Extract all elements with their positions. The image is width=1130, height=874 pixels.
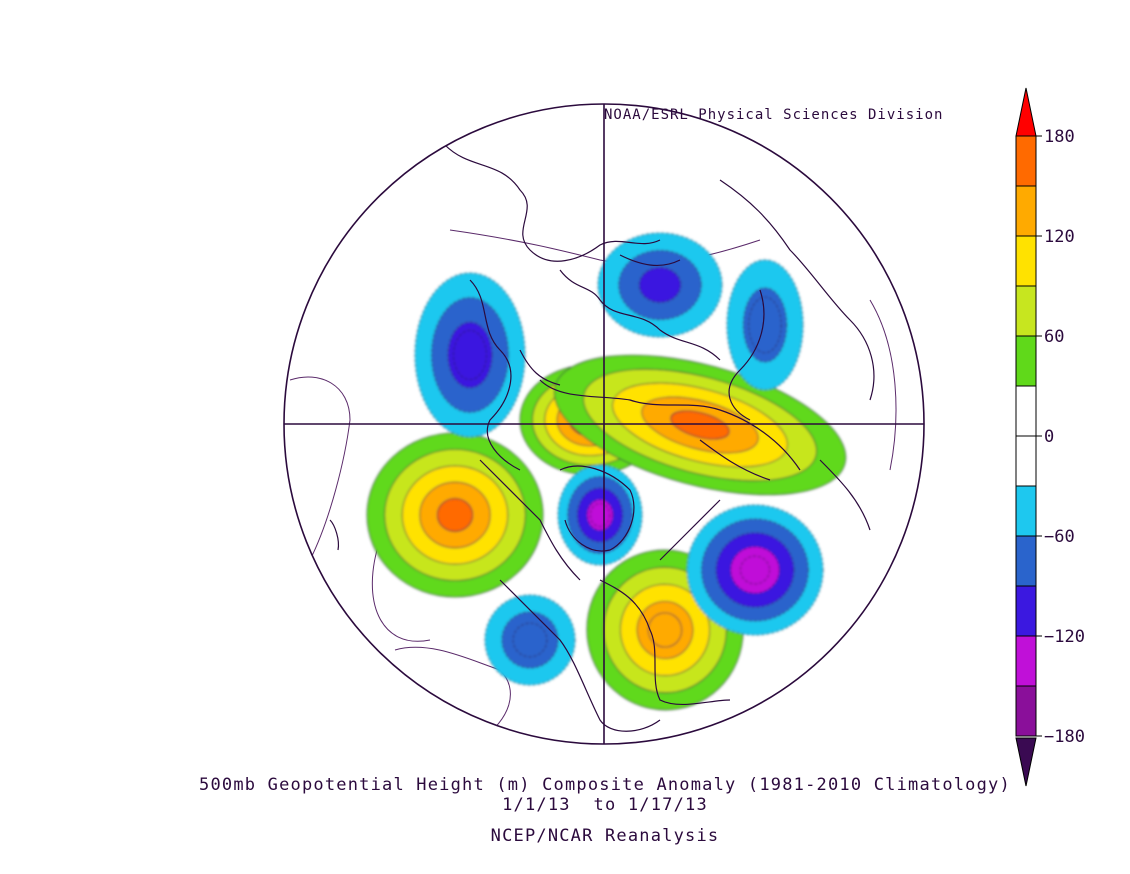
colorbar-bin — [1015, 285, 1037, 337]
anomaly-low-center — [557, 464, 643, 566]
colorbar-tick-label: −60 — [1044, 527, 1075, 547]
date-range: 1/1/13 to 1/17/13 — [502, 795, 708, 815]
anomaly-low-center — [484, 594, 576, 686]
anomaly-contour — [748, 296, 782, 354]
anomaly-low-center — [726, 259, 804, 391]
anomaly-contour — [670, 410, 730, 440]
colorbar-bin — [1015, 585, 1037, 637]
globe-boundary — [283, 103, 925, 745]
credit-label: NOAA/ESRL Physical Sciences Division — [604, 107, 944, 123]
anomaly-contour — [436, 498, 473, 532]
anomaly-low-center — [686, 504, 824, 636]
map-title: 500mb Geopotential Height (m) Composite … — [199, 775, 1011, 795]
dataset-label: NCEP/NCAR Reanalysis — [490, 826, 720, 846]
anomaly-contour — [453, 329, 487, 380]
colorbar-tick-label: −120 — [1044, 627, 1085, 647]
colorbar-bottom-arrow — [1015, 737, 1037, 787]
colorbar-bin — [1015, 635, 1037, 687]
anomaly-contour — [638, 267, 682, 303]
anomaly-field — [366, 232, 847, 711]
colorbar-tick-label: 180 — [1044, 127, 1075, 147]
anomaly-high-center — [553, 354, 847, 496]
colorbar-tick-label: 120 — [1044, 227, 1075, 247]
colorbar-tick-label: −180 — [1044, 727, 1085, 747]
colorbar-tick-label: 60 — [1044, 327, 1064, 347]
colorbar-bin — [1015, 435, 1037, 487]
colorbar-tick-label: 0 — [1044, 427, 1054, 447]
anomaly-contour — [589, 503, 611, 527]
colorbar-bin — [1015, 385, 1037, 437]
colorbar-bin — [1015, 235, 1037, 287]
anomaly-contour — [647, 612, 683, 648]
anomaly-low-center — [597, 232, 723, 338]
colorbar-bin — [1015, 685, 1037, 737]
colorbar-bin — [1015, 535, 1037, 587]
anomaly-contour — [512, 622, 548, 658]
colorbar-bin — [1015, 185, 1037, 237]
colorbar-bin — [1015, 135, 1037, 187]
colorbar-bin — [1015, 485, 1037, 537]
colorbar: 180 120 60 0 −60 −120 −180 — [1015, 87, 1085, 787]
anomaly-low-center — [414, 272, 526, 438]
anomaly-contour — [740, 555, 770, 585]
anomaly-high-center — [366, 432, 544, 598]
anomaly-high-center — [586, 549, 744, 711]
coastlines — [329, 144, 875, 732]
colorbar-top-arrow — [1015, 87, 1037, 137]
colorbar-bin — [1015, 335, 1037, 387]
